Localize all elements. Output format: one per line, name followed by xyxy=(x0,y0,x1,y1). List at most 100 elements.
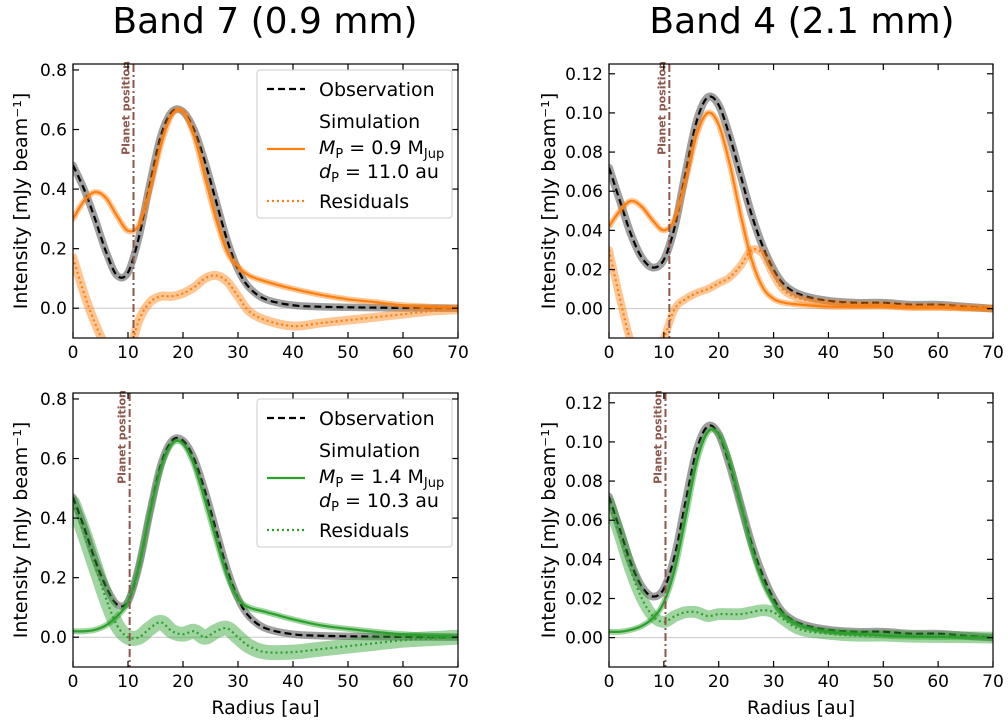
column-title-band4: Band 4 (2.1 mm) xyxy=(649,1,954,42)
series-residuals-uncertainty-band xyxy=(73,495,458,661)
y-tick-label: 0.6 xyxy=(40,121,67,141)
plot-area xyxy=(73,105,458,338)
plot-area xyxy=(73,434,458,661)
y-axis-label: Intensity [mJy beam⁻¹] xyxy=(538,93,560,310)
series-residuals-uncertainty-band xyxy=(609,245,993,338)
y-axis-label: Intensity [mJy beam⁻¹] xyxy=(10,93,32,310)
x-tick-label: 30 xyxy=(763,672,785,692)
axes-frame xyxy=(72,63,459,339)
y-tick-label: 0.02 xyxy=(565,590,603,610)
y-tick-label: 0.8 xyxy=(40,390,67,410)
series-observation-line xyxy=(73,436,458,639)
y-tick-label: 0.10 xyxy=(565,433,603,453)
series-residuals-uncertainty-band xyxy=(609,496,993,644)
y-tick-label: 0.04 xyxy=(565,221,603,241)
plot-area xyxy=(609,421,993,644)
axes-frame xyxy=(608,63,994,339)
planet-position-label: Planet position xyxy=(116,390,129,484)
x-tick-label: 50 xyxy=(337,343,359,363)
x-tick-label: 20 xyxy=(172,672,194,692)
x-tick-label: 60 xyxy=(927,343,949,363)
y-tick-label: 0.4 xyxy=(40,509,67,529)
x-axis-label: Radius [au] xyxy=(211,697,319,719)
x-tick-label: 40 xyxy=(818,343,840,363)
legend-observation-label: Observation xyxy=(319,79,435,101)
series-observation-line xyxy=(609,95,993,310)
y-tick-label: 0.12 xyxy=(565,65,603,85)
legend-residuals-label: Residuals xyxy=(319,520,409,542)
legend-planet-distance: dP = 10.3 au xyxy=(319,490,439,515)
legend-box xyxy=(256,398,453,548)
y-tick-label: 0.02 xyxy=(565,261,603,281)
x-tick-label: 20 xyxy=(708,672,730,692)
column-title-band7: Band 7 (0.9 mm) xyxy=(112,1,417,42)
y-tick-label: 0.4 xyxy=(40,180,67,200)
panel-top-left: Planet position 0 10 20 30 40 50 60 70 0.0 0.2 0.4 0… xyxy=(10,61,469,363)
series-residuals-uncertainty-band xyxy=(73,253,458,338)
planet-position-label: Planet position xyxy=(120,61,133,155)
panel-bottom-right: Planet position 0 10 20 30 40 50 60 70 0.00 0.02 0.… xyxy=(538,390,1004,719)
y-tick-label: 0.04 xyxy=(565,550,603,570)
y-tick-label: 0.8 xyxy=(40,61,67,81)
x-tick-label: 40 xyxy=(818,672,840,692)
y-tick-label: 0.2 xyxy=(40,569,67,589)
y-tick-label: 0.2 xyxy=(40,240,67,260)
x-tick-label: 30 xyxy=(227,672,249,692)
y-tick-label: 0.08 xyxy=(565,472,603,492)
x-axis-label: Radius [au] xyxy=(747,697,855,719)
planet-position-label: Planet position xyxy=(652,390,665,484)
y-tick-label: 0.00 xyxy=(565,629,603,649)
x-tick-label: 0 xyxy=(68,672,79,692)
series-observation-line xyxy=(73,107,458,310)
x-tick-label: 10 xyxy=(653,672,675,692)
x-tick-label: 50 xyxy=(872,343,894,363)
x-tick-label: 60 xyxy=(392,343,414,363)
x-tick-label: 10 xyxy=(117,672,139,692)
panel-top-right: Planet position 0 10 20 30 40 50 60 70 0.00 0.02 0.… xyxy=(538,61,1004,363)
series-simulation-line xyxy=(73,108,458,309)
y-tick-label: 0.0 xyxy=(40,299,67,319)
x-tick-label: 70 xyxy=(447,343,469,363)
x-tick-label: 0 xyxy=(68,343,79,363)
x-tick-label: 40 xyxy=(282,672,304,692)
x-tick-label: 70 xyxy=(982,343,1004,363)
legend-planet-distance: dP = 11.0 au xyxy=(319,161,439,186)
series-simulation-line xyxy=(609,428,993,639)
x-tick-label: 60 xyxy=(392,672,414,692)
series-simulation-line xyxy=(609,111,993,310)
y-tick-label: 0.06 xyxy=(565,511,603,531)
legend-simulation-label: Simulation xyxy=(319,111,420,133)
x-tick-label: 50 xyxy=(337,672,359,692)
y-tick-label: 0.0 xyxy=(40,628,67,648)
x-tick-label: 60 xyxy=(927,672,949,692)
legend-observation-label: Observation xyxy=(319,408,435,430)
x-tick-label: 10 xyxy=(653,343,675,363)
series-observation-line xyxy=(609,424,993,639)
axes-frame xyxy=(72,392,459,668)
axes-frame xyxy=(608,392,994,668)
plot-area xyxy=(609,92,993,338)
y-tick-label: 0.12 xyxy=(565,394,603,414)
legend-simulation-label: Simulation xyxy=(319,440,420,462)
legend-planet-mass: MP = 1.4 MJup xyxy=(319,466,444,491)
planet-position-label: Planet position xyxy=(655,61,668,155)
legend-residuals-label: Residuals xyxy=(319,191,409,213)
y-axis-label: Intensity [mJy beam⁻¹] xyxy=(538,422,560,639)
x-tick-label: 0 xyxy=(604,343,615,363)
x-tick-label: 20 xyxy=(708,343,730,363)
x-tick-label: 70 xyxy=(447,672,469,692)
y-tick-label: 0.10 xyxy=(565,104,603,124)
legend-planet-mass: MP = 0.9 MJup xyxy=(319,137,444,162)
series-simulation-uncertainty-band xyxy=(609,426,993,641)
y-tick-label: 0.6 xyxy=(40,450,67,470)
legend-box xyxy=(256,69,453,219)
x-tick-label: 30 xyxy=(763,343,785,363)
x-tick-label: 50 xyxy=(872,672,894,692)
panel-bottom-left: Planet position 0 10 20 30 40 50 60 70 0.0 0.2 0.4 0… xyxy=(10,390,469,719)
y-tick-label: 0.00 xyxy=(565,300,603,320)
series-observation-uncertainty-band xyxy=(609,421,993,642)
series-simulation-line xyxy=(73,439,458,638)
